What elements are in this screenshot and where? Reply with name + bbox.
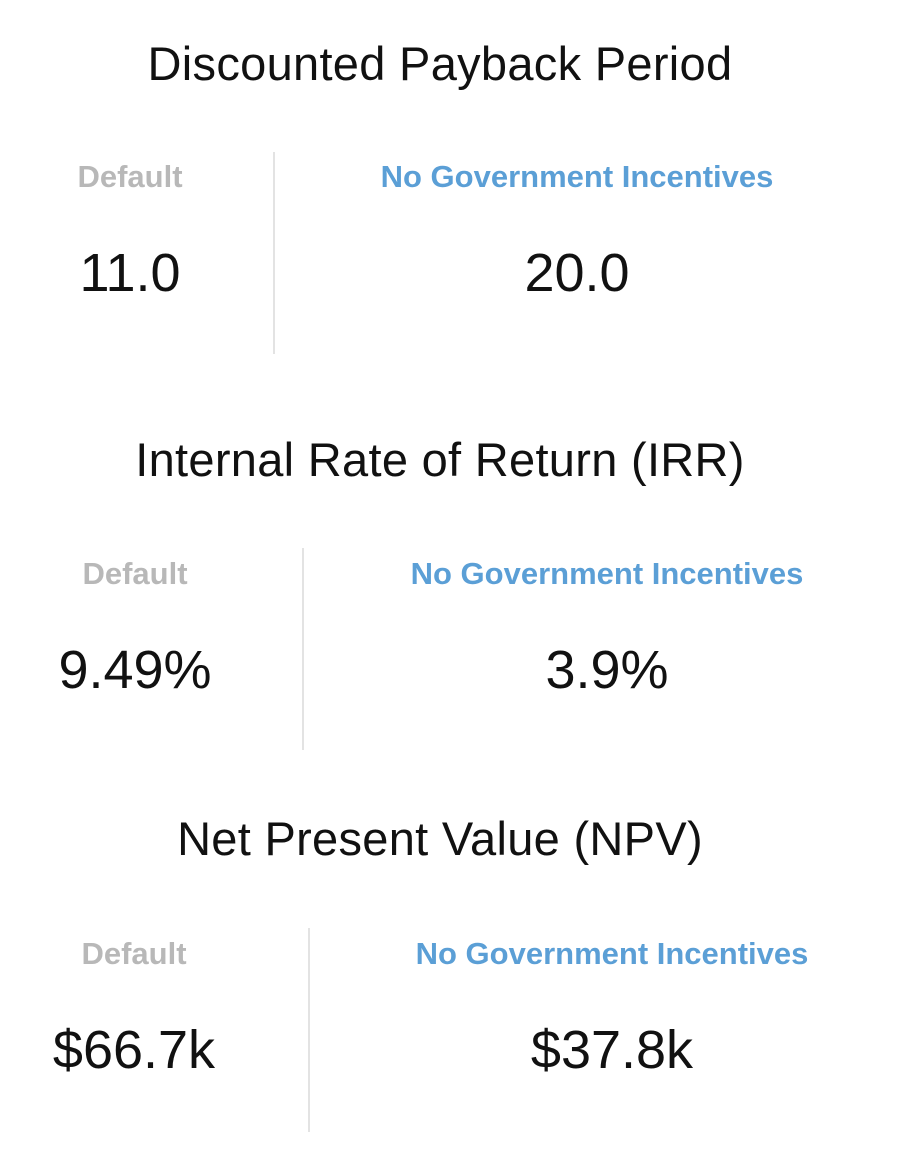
default-column: Default 9.49% — [35, 555, 235, 701]
metric-title: Net Present Value (NPV) — [177, 812, 703, 865]
column-divider — [308, 928, 310, 1132]
metric-section-payback: Discounted Payback Period Default 11.0 N… — [0, 0, 907, 380]
column-divider — [302, 548, 304, 750]
default-column: Default 11.0 — [30, 158, 230, 304]
default-label: Default — [81, 936, 187, 971]
default-value: 11.0 — [79, 243, 181, 303]
column-divider — [273, 152, 275, 354]
metric-title: Discounted Payback Period — [147, 37, 733, 90]
scenario-label: No Government Incentives — [410, 556, 804, 591]
scenario-column: No Government Incentives 20.0 — [337, 158, 817, 304]
scenario-column: No Government Incentives 3.9% — [367, 555, 847, 701]
default-label: Default — [77, 159, 183, 194]
default-value: 9.49% — [58, 640, 212, 700]
scenario-value: $37.8k — [530, 1020, 694, 1080]
scenario-value: 3.9% — [545, 640, 669, 700]
scenario-label: No Government Incentives — [380, 159, 774, 194]
scenario-column: No Government Incentives $37.8k — [372, 935, 852, 1081]
default-label: Default — [82, 556, 188, 591]
default-value: $66.7k — [52, 1020, 216, 1080]
metric-title: Internal Rate of Return (IRR) — [135, 433, 745, 486]
metric-section-irr: Internal Rate of Return (IRR) Default 9.… — [35, 433, 847, 750]
default-column: Default $66.7k — [34, 935, 234, 1081]
scenario-label: No Government Incentives — [415, 936, 809, 971]
scenario-value: 20.0 — [524, 243, 630, 303]
